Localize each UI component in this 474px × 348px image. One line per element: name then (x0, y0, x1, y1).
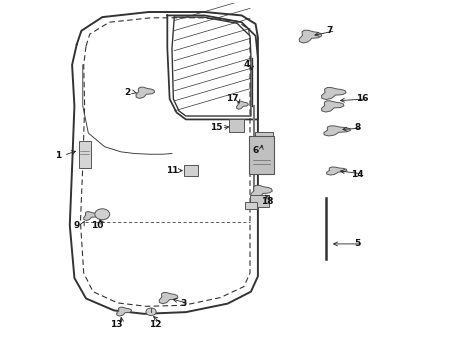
Polygon shape (327, 167, 347, 175)
Text: 13: 13 (110, 319, 122, 329)
Polygon shape (249, 136, 274, 174)
Polygon shape (321, 101, 344, 112)
Text: 6: 6 (253, 145, 259, 155)
Polygon shape (249, 195, 269, 207)
Polygon shape (228, 119, 244, 132)
Polygon shape (299, 30, 322, 43)
Text: 5: 5 (355, 239, 361, 248)
Text: 17: 17 (226, 94, 239, 103)
Polygon shape (136, 87, 155, 98)
Circle shape (95, 209, 109, 220)
Polygon shape (79, 141, 91, 168)
Text: 2: 2 (125, 88, 131, 97)
Polygon shape (183, 166, 198, 176)
Text: 15: 15 (210, 124, 222, 133)
Text: 7: 7 (327, 26, 333, 35)
Polygon shape (251, 185, 272, 198)
Polygon shape (324, 126, 351, 136)
Text: 4: 4 (243, 60, 249, 69)
Text: 18: 18 (261, 197, 273, 206)
Text: 10: 10 (91, 221, 104, 230)
Polygon shape (84, 212, 98, 221)
Text: 1: 1 (55, 151, 61, 160)
Text: 16: 16 (356, 94, 369, 103)
Text: 9: 9 (73, 221, 80, 230)
Polygon shape (255, 132, 273, 148)
Text: 8: 8 (355, 124, 361, 133)
Polygon shape (159, 292, 178, 304)
Text: 14: 14 (351, 169, 364, 179)
Polygon shape (321, 87, 346, 100)
Text: 3: 3 (181, 299, 187, 308)
Polygon shape (117, 307, 132, 316)
Polygon shape (245, 201, 257, 209)
Circle shape (146, 308, 156, 316)
Text: 12: 12 (149, 319, 162, 329)
Polygon shape (237, 101, 248, 109)
Text: 11: 11 (166, 166, 178, 175)
